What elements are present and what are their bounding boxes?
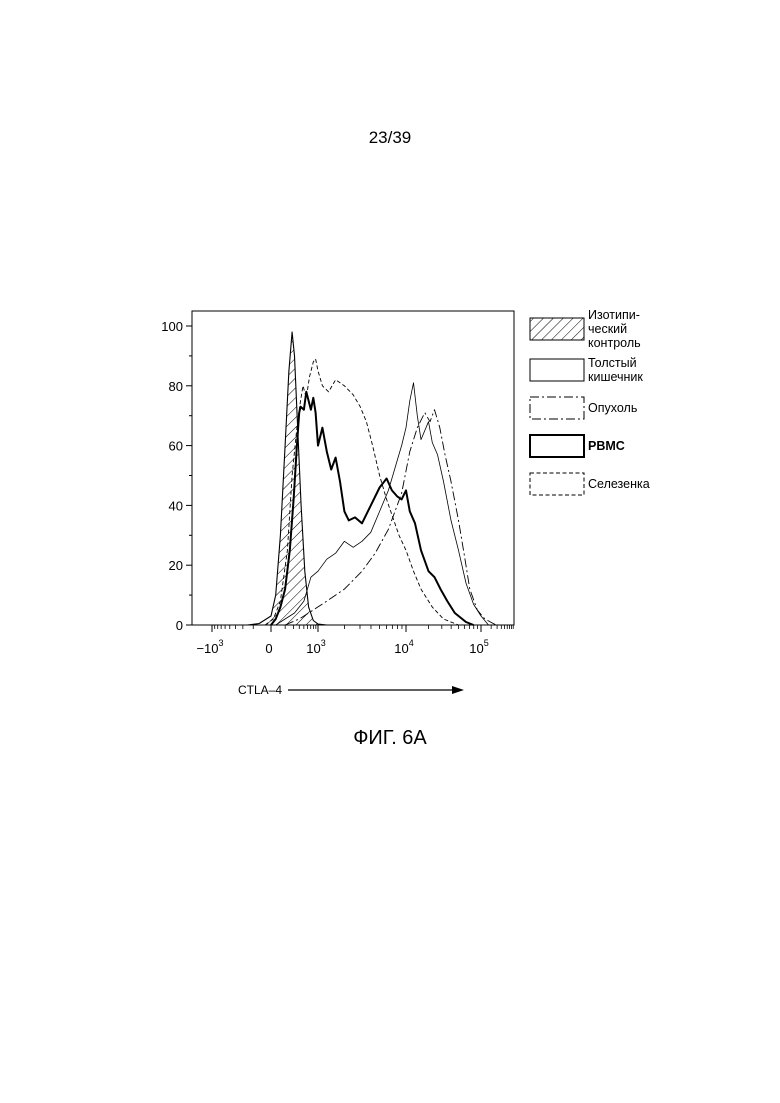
legend-swatch bbox=[530, 473, 584, 495]
legend-label: Изотипи- bbox=[588, 308, 640, 322]
legend-item-pbmc: PBMC bbox=[530, 435, 625, 457]
y-tick-label: 40 bbox=[169, 498, 183, 513]
series-isotype-line bbox=[247, 332, 326, 625]
y-tick-label: 60 bbox=[169, 439, 183, 454]
legend-label: кишечник bbox=[588, 370, 643, 384]
legend-label: Толстый bbox=[588, 356, 637, 370]
plot-frame bbox=[192, 311, 514, 625]
legend-label: ческий bbox=[588, 322, 627, 336]
legend-item-spleen: Селезенка bbox=[530, 473, 650, 495]
x-tick-label: 103 bbox=[306, 638, 325, 656]
x-tick-label: 104 bbox=[394, 638, 413, 656]
x-axis-arrow-head bbox=[452, 686, 464, 694]
y-tick-label: 80 bbox=[169, 379, 183, 394]
legend-item-tumor: Опухоль bbox=[530, 397, 637, 419]
legend-label: Селезенка bbox=[588, 477, 650, 491]
y-axis: 0 20 40 60 80 100 bbox=[161, 319, 192, 633]
x-axis: −103 0 103 104 105 bbox=[196, 625, 513, 656]
legend-item-isotype: Изотипи-ческийконтроль bbox=[530, 308, 641, 350]
legend-swatch bbox=[530, 397, 584, 419]
x-axis-label: CTLA–4 bbox=[238, 683, 282, 697]
legend-swatch bbox=[530, 318, 584, 340]
legend-item-colon: Толстыйкишечник bbox=[530, 356, 643, 384]
legend-label: PBMC bbox=[588, 439, 625, 453]
figure-caption: ФИГ. 6А bbox=[0, 727, 780, 750]
x-tick-label: −103 bbox=[196, 638, 223, 656]
legend: Изотипи-ческийконтроль Толстыйкишечник Опу… bbox=[530, 308, 650, 495]
legend-label: контроль bbox=[588, 336, 641, 350]
series-layer bbox=[247, 332, 496, 625]
x-tick-label: 105 bbox=[469, 638, 488, 656]
legend-swatch bbox=[530, 359, 584, 381]
x-tick-label: 0 bbox=[265, 641, 272, 656]
series-colon-line bbox=[276, 383, 489, 625]
legend-swatch bbox=[530, 435, 584, 457]
legend-label: Опухоль bbox=[588, 401, 637, 415]
y-tick-label: 0 bbox=[176, 618, 183, 633]
x-axis-title: CTLA–4 bbox=[238, 683, 464, 697]
y-tick-label: 20 bbox=[169, 558, 183, 573]
y-tick-label: 100 bbox=[161, 319, 183, 334]
